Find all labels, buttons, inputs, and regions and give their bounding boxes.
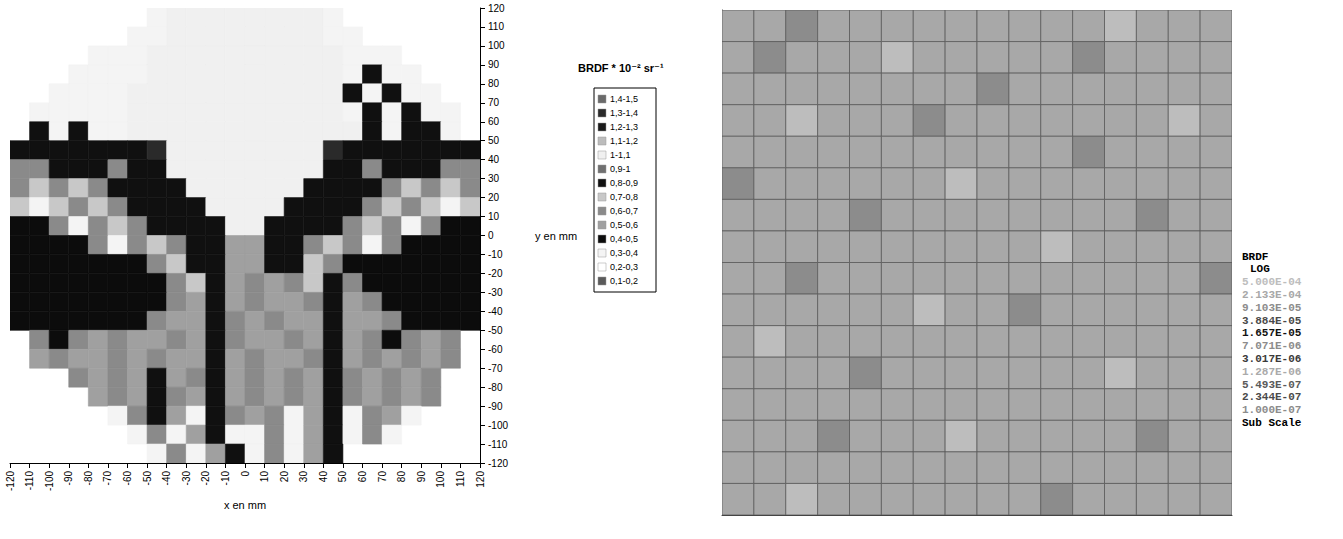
svg-text:110: 110 [455,471,466,487]
svg-text:-90: -90 [488,401,503,412]
svg-text:5.493E-07: 5.493E-07 [1242,379,1301,391]
svg-text:-50: -50 [142,471,153,486]
svg-text:-30: -30 [181,471,192,486]
svg-text:30: 30 [298,471,309,483]
svg-text:30: 30 [488,173,500,184]
svg-text:60: 60 [357,471,368,483]
svg-text:0: 0 [488,230,494,241]
svg-text:-120: -120 [488,458,508,469]
svg-text:-50: -50 [488,325,503,336]
svg-text:20: 20 [279,471,290,483]
svg-text:0,4-0,5: 0,4-0,5 [610,234,638,244]
svg-text:-20: -20 [200,471,211,486]
svg-text:-110: -110 [488,439,508,450]
svg-text:80: 80 [396,471,407,483]
svg-text:-80: -80 [488,382,503,393]
svg-text:1.657E-05: 1.657E-05 [1242,327,1302,339]
svg-text:60: 60 [488,116,500,127]
svg-text:-30: -30 [488,287,503,298]
svg-text:1,4-1,5: 1,4-1,5 [610,94,638,104]
svg-text:-110: -110 [24,471,35,491]
svg-text:120: 120 [488,3,505,14]
svg-text:1,3-1,4: 1,3-1,4 [610,108,638,118]
svg-text:40: 40 [318,471,329,483]
svg-text:40: 40 [488,154,500,165]
svg-text:7.071E-06: 7.071E-06 [1242,340,1301,352]
svg-text:-40: -40 [161,471,172,486]
svg-text:LOG: LOG [1250,263,1270,275]
svg-text:110: 110 [488,21,504,32]
svg-text:-20: -20 [488,268,503,279]
svg-text:80: 80 [488,78,500,89]
svg-text:10: 10 [488,211,500,222]
svg-text:-40: -40 [488,306,503,317]
svg-text:70: 70 [488,97,500,108]
svg-text:0,8-0,9: 0,8-0,9 [610,178,638,188]
svg-text:x en mm: x en mm [224,499,266,511]
svg-text:120: 120 [475,471,486,488]
svg-text:-60: -60 [122,471,133,486]
svg-text:1,2-1,3: 1,2-1,3 [610,122,638,132]
svg-text:0,7-0,8: 0,7-0,8 [610,192,638,202]
svg-text:0,3-0,4: 0,3-0,4 [610,248,638,258]
svg-text:Sub Scale: Sub Scale [1242,417,1302,429]
svg-text:9.103E-05: 9.103E-05 [1242,302,1302,314]
svg-text:3.017E-06: 3.017E-06 [1242,353,1301,365]
svg-text:100: 100 [488,40,505,51]
svg-text:1.000E-07: 1.000E-07 [1242,404,1301,416]
svg-text:90: 90 [416,471,427,483]
svg-text:y en mm: y en mm [535,230,577,242]
svg-text:1,1-1,2: 1,1-1,2 [610,136,638,146]
svg-text:5.000E-04: 5.000E-04 [1242,276,1302,288]
svg-text:1.287E-06: 1.287E-06 [1242,366,1301,378]
svg-text:0,6-0,7: 0,6-0,7 [610,206,638,216]
svg-text:2.133E-04: 2.133E-04 [1242,289,1302,301]
svg-text:-60: -60 [488,344,503,355]
svg-text:0,2-0,3: 0,2-0,3 [610,262,638,272]
svg-text:20: 20 [488,192,500,203]
svg-text:70: 70 [377,471,388,483]
svg-text:10: 10 [259,471,270,483]
svg-text:50: 50 [488,135,500,146]
svg-text:3.884E-05: 3.884E-05 [1242,315,1302,327]
svg-text:0: 0 [240,471,251,477]
svg-text:-10: -10 [220,471,231,486]
svg-text:-10: -10 [488,249,503,260]
svg-text:90: 90 [488,59,500,70]
svg-text:-120: -120 [5,471,16,491]
svg-text:-70: -70 [488,363,503,374]
svg-text:-100: -100 [488,420,508,431]
svg-text:50: 50 [337,471,348,483]
svg-text:0,5-0,6: 0,5-0,6 [610,220,638,230]
svg-text:0,9-1: 0,9-1 [610,164,631,174]
svg-text:0,1-0,2: 0,1-0,2 [610,276,638,286]
svg-text:-70: -70 [102,471,113,486]
svg-text:BRDF: BRDF [1242,251,1268,263]
svg-text:1-1,1: 1-1,1 [610,150,631,160]
svg-text:-100: -100 [44,471,55,491]
svg-text:100: 100 [435,471,446,488]
svg-text:BRDF * 10⁻² sr⁻¹: BRDF * 10⁻² sr⁻¹ [578,62,664,74]
svg-text:2.344E-07: 2.344E-07 [1242,391,1301,403]
svg-text:-80: -80 [83,471,94,486]
svg-text:-90: -90 [63,471,74,486]
